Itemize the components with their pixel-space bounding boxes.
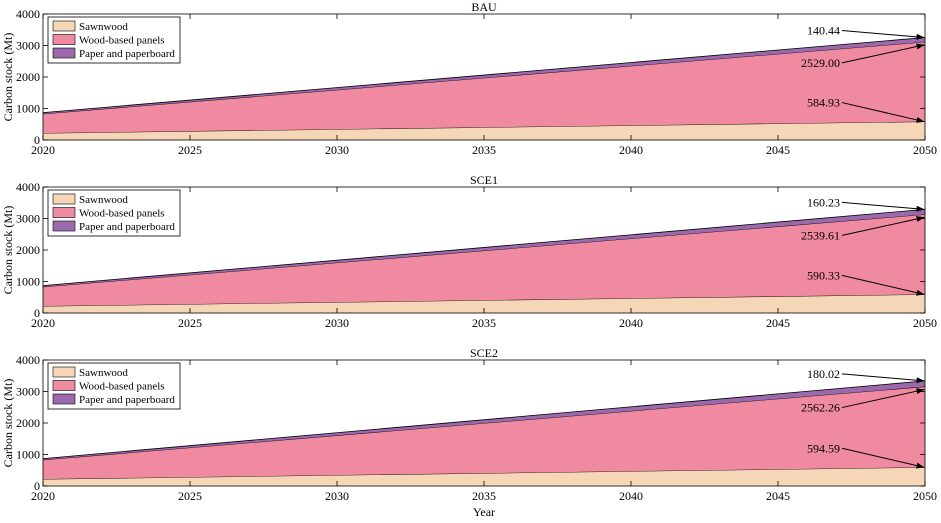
area-sawnwood [43,294,925,313]
chart-panel-sce1: 2020 2025 2030 2035 2040 2045 2050 0 1000 2000 300… [1,173,937,330]
legend-swatch-sawnwood [52,366,76,378]
x-tick-label: 2025 [178,489,202,503]
y-tick-label: 2000 [16,416,40,430]
legend-label-paper-and-paperboard: Paper and paperboard [79,394,175,406]
x-tick-label: 2045 [766,489,790,503]
x-axis-label: Year [473,505,495,518]
x-tick-label: 2030 [325,489,349,503]
x-tick-label: 2035 [472,489,496,503]
area-wood-based-panels [43,214,925,307]
area-boundary-paper-and-paperboard [42,37,926,113]
annotation-arrow [841,43,925,64]
area-sawnwood [43,121,925,140]
x-tick-label: 2050 [913,489,937,503]
legend-label-sawnwood: Sawnwood [79,21,128,33]
legend-label-wood-based-panels: Wood-based panels [79,35,165,47]
y-tick-label: 0 [34,306,40,320]
x-tick-label: 2040 [619,489,643,503]
x-tick-label: 2050 [913,143,937,157]
chart-panel-bau: 2020 2025 2030 2035 2040 2045 2050 0 1000 2000 300… [1,0,937,157]
legend-swatch-sawnwood [52,193,76,205]
y-tick-label: 1000 [16,448,40,462]
annotation-label: 594.59 [807,441,840,455]
x-tick-label: 2045 [766,316,790,330]
chart-panel-sce2: 2020 2025 2030 2035 2040 2045 2050 0 1000 2000 300… [1,346,937,503]
legend-label-paper-and-paperboard: Paper and paperboard [79,221,175,233]
y-tick-label: 4000 [16,353,40,367]
annotation-arrow [841,274,925,296]
y-tick-label: 0 [34,133,40,147]
x-tick-label: 2020 [31,316,55,330]
area-boundary-wood-based-panels [42,214,926,288]
x-tick-label: 2040 [619,316,643,330]
annotation-arrow [841,388,925,409]
x-tick-label: 2030 [325,143,349,157]
legend-swatch-wood-based-panels [52,34,76,45]
y-axis-label: Carbon stock (Mt) [1,206,15,295]
y-tick-label: 1000 [16,275,40,289]
annotation-arrow [841,447,925,469]
annotation-label: 2529.00 [801,56,840,70]
x-tick-label: 2020 [31,489,55,503]
y-tick-label: 4000 [16,7,40,21]
annotation-label: 2539.61 [801,228,840,242]
x-tick-label: 2040 [619,143,643,157]
x-tick-label: 2035 [472,316,496,330]
y-tick-label: 3000 [16,39,40,53]
chart-title: SCE2 [470,346,498,360]
area-sawnwood [43,467,925,486]
legend-label-sawnwood: Sawnwood [79,367,128,379]
x-tick-label: 2025 [178,143,202,157]
legend-label-wood-based-panels: Wood-based panels [79,381,165,393]
legend-swatch-wood-based-panels [52,380,76,391]
legend-swatch-paper-and-paperboard [52,47,76,59]
x-tick-label: 2035 [472,143,496,157]
legend-label-wood-based-panels: Wood-based panels [79,208,165,220]
chart-title: BAU [471,0,497,14]
chart-title: SCE1 [470,173,498,187]
legend-swatch-wood-based-panels [52,207,76,218]
y-axis-label: Carbon stock (Mt) [1,379,15,468]
y-tick-label: 3000 [16,385,40,399]
x-tick-label: 2050 [913,316,937,330]
legend-swatch-paper-and-paperboard [52,393,76,405]
annotation-arrow [841,216,925,236]
y-axis-label: Carbon stock (Mt) [1,33,15,122]
y-tick-label: 4000 [16,180,40,194]
y-tick-label: 0 [34,479,40,493]
legend-swatch-sawnwood [52,20,76,32]
annotation-label: 180.02 [807,367,840,381]
x-tick-label: 2030 [325,316,349,330]
legend-label-paper-and-paperboard: Paper and paperboard [79,48,175,60]
area-boundary-sawnwood [42,121,926,134]
annotation-label: 2562.26 [801,401,840,415]
area-wood-based-panels [43,41,925,134]
area-boundary-sawnwood [42,294,926,307]
x-tick-label: 2020 [31,143,55,157]
annotation-label: 160.23 [807,195,840,209]
y-tick-label: 3000 [16,212,40,226]
y-tick-label: 1000 [16,102,40,116]
annotation-label: 590.33 [807,268,840,282]
annotation-label: 584.93 [807,96,840,110]
area-boundary-paper-and-paperboard [42,380,926,459]
legend-label-sawnwood: Sawnwood [79,194,128,206]
area-wood-based-panels [43,386,925,480]
annotation-arrow [841,373,925,384]
annotation-arrow [841,102,925,123]
annotation-arrow [841,29,925,40]
y-tick-label: 2000 [16,70,40,84]
area-boundary-paper-and-paperboard [42,208,926,286]
x-tick-label: 2025 [178,316,202,330]
annotation-arrow [841,201,925,212]
y-tick-label: 2000 [16,243,40,257]
x-tick-label: 2045 [766,143,790,157]
legend-swatch-paper-and-paperboard [52,220,76,232]
annotation-label: 140.44 [807,23,840,37]
